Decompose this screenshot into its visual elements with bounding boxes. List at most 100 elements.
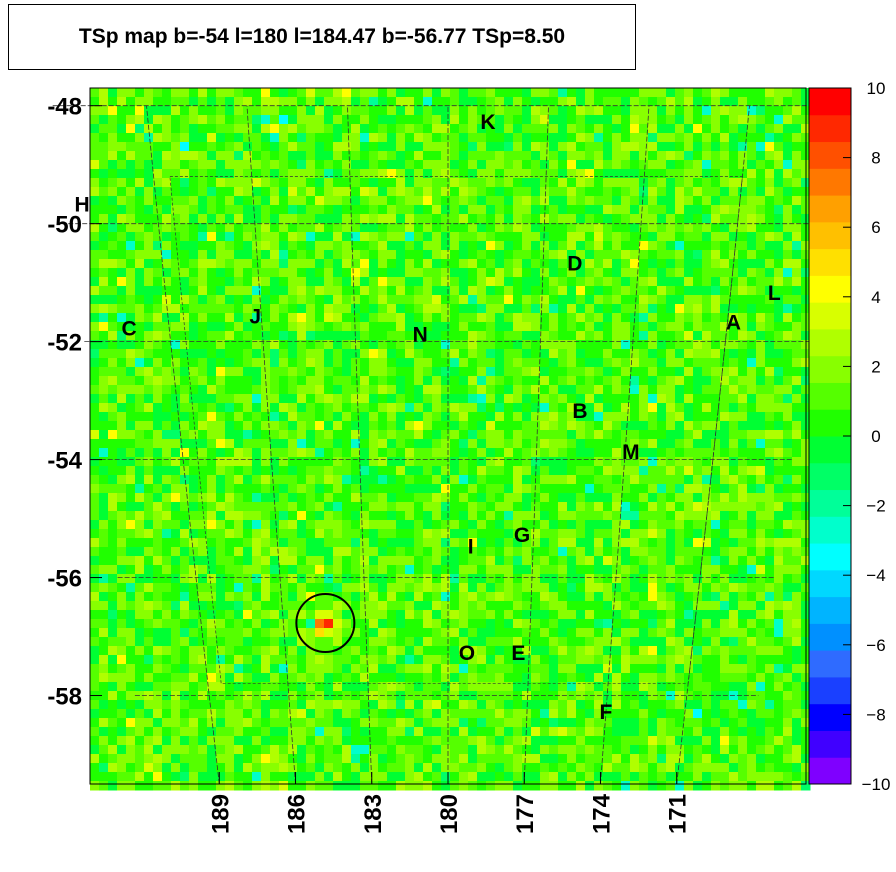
heatmap-cell: [360, 475, 370, 485]
heatmap-cell: [576, 484, 586, 494]
heatmap-cell: [639, 304, 649, 314]
heatmap-cell: [216, 97, 226, 107]
heatmap-cell: [684, 538, 694, 548]
heatmap-cell: [261, 106, 271, 116]
heatmap-cell: [459, 268, 469, 278]
heatmap-cell: [441, 628, 451, 638]
heatmap-cell: [342, 403, 352, 413]
heatmap-cell: [459, 421, 469, 431]
heatmap-cell: [387, 628, 397, 638]
heatmap-cell: [648, 322, 658, 332]
heatmap-cell: [513, 520, 523, 530]
heatmap-cell: [792, 205, 802, 215]
heatmap-cell: [189, 466, 199, 476]
heatmap-cell: [135, 619, 145, 629]
heatmap-cell: [216, 547, 226, 557]
heatmap-cell: [297, 637, 307, 647]
heatmap-cell: [279, 376, 289, 386]
heatmap-cell: [360, 646, 370, 656]
heatmap-cell: [306, 313, 316, 323]
heatmap-cell: [666, 160, 676, 170]
heatmap-cell: [531, 331, 541, 341]
heatmap-cell: [675, 268, 685, 278]
heatmap-cell: [306, 232, 316, 242]
heatmap-cell: [648, 241, 658, 251]
heatmap-cell: [315, 124, 325, 134]
heatmap-cell: [639, 142, 649, 152]
heatmap-cell: [783, 385, 793, 395]
heatmap-cell: [684, 196, 694, 206]
heatmap-cell: [792, 151, 802, 161]
heatmap-cell: [378, 628, 388, 638]
heatmap-cell: [477, 547, 487, 557]
heatmap-cell: [558, 493, 568, 503]
heatmap-cell: [657, 286, 667, 296]
heatmap-cell: [756, 313, 766, 323]
heatmap-cell: [639, 421, 649, 431]
heatmap-cell: [432, 187, 442, 197]
heatmap-cell: [117, 448, 127, 458]
heatmap-cell: [702, 268, 712, 278]
heatmap-cell: [441, 403, 451, 413]
heatmap-cell: [342, 133, 352, 143]
heatmap-cell: [567, 250, 577, 260]
heatmap-cell: [261, 133, 271, 143]
heatmap-cell: [657, 205, 667, 215]
heatmap-cell: [198, 511, 208, 521]
heatmap-cell: [108, 313, 118, 323]
heatmap-cell: [324, 115, 334, 125]
heatmap-cell: [738, 331, 748, 341]
heatmap-cell: [99, 331, 109, 341]
heatmap-cell: [387, 538, 397, 548]
heatmap-cell: [441, 601, 451, 611]
heatmap-cell: [486, 331, 496, 341]
heatmap-cell: [504, 295, 514, 305]
heatmap-cell: [117, 250, 127, 260]
heatmap-cell: [540, 484, 550, 494]
heatmap-cell: [162, 484, 172, 494]
heatmap-cell: [324, 583, 334, 593]
heatmap-cell: [306, 160, 316, 170]
heatmap-cell: [603, 376, 613, 386]
heatmap-cell: [630, 610, 640, 620]
heatmap-cell: [207, 610, 217, 620]
heatmap-cell: [684, 331, 694, 341]
heatmap-cell: [216, 268, 226, 278]
heatmap-cell: [585, 313, 595, 323]
heatmap-cell: [369, 502, 379, 512]
heatmap-cell: [405, 160, 415, 170]
heatmap-cell: [306, 367, 316, 377]
heatmap-cell: [441, 349, 451, 359]
heatmap-cell: [576, 169, 586, 179]
heatmap-cell: [378, 403, 388, 413]
heatmap-cell: [711, 115, 721, 125]
heatmap-cell: [108, 142, 118, 152]
heatmap-cell: [432, 115, 442, 125]
heatmap-cell: [189, 151, 199, 161]
heatmap-cell: [783, 169, 793, 179]
heatmap-cell: [720, 232, 730, 242]
heatmap-cell: [180, 187, 190, 197]
heatmap-cell: [585, 196, 595, 206]
heatmap-cell: [252, 484, 262, 494]
heatmap-cell: [180, 241, 190, 251]
heatmap-cell: [225, 295, 235, 305]
heatmap-cell: [261, 160, 271, 170]
heatmap-cell: [639, 313, 649, 323]
heatmap-cell: [747, 466, 757, 476]
heatmap-cell: [279, 232, 289, 242]
heatmap-cell: [747, 475, 757, 485]
heatmap-cell: [279, 403, 289, 413]
heatmap-cell: [576, 295, 586, 305]
heatmap-cell: [675, 565, 685, 575]
heatmap-cell: [522, 277, 532, 287]
heatmap-cell: [729, 484, 739, 494]
heatmap-cell: [711, 502, 721, 512]
heatmap-cell: [378, 358, 388, 368]
heatmap-cell: [765, 331, 775, 341]
heatmap-cell: [558, 358, 568, 368]
heatmap-cell: [648, 412, 658, 422]
heatmap-cell: [666, 358, 676, 368]
heatmap-cell: [261, 529, 271, 539]
heatmap-cell: [765, 574, 775, 584]
